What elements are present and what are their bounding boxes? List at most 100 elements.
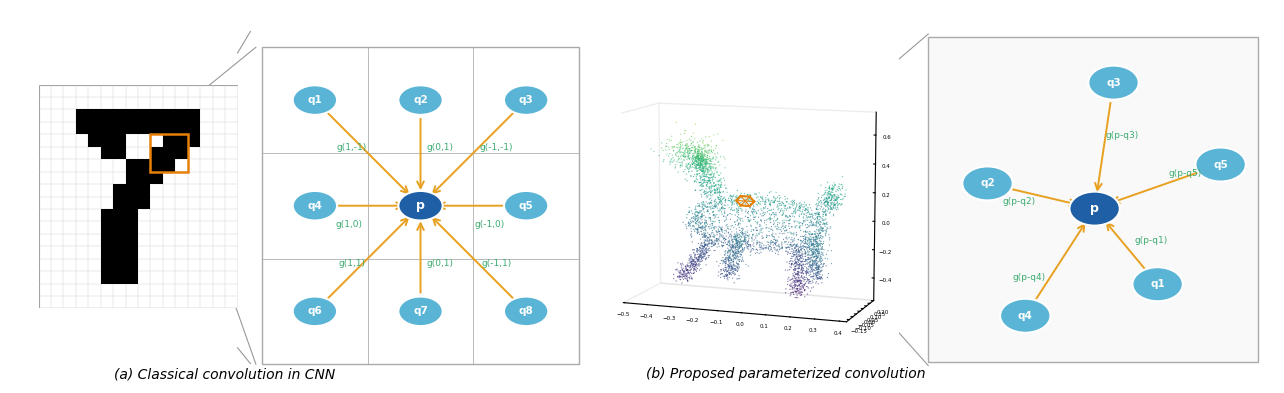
Text: q3: q3 — [519, 95, 534, 105]
Text: q2: q2 — [413, 95, 428, 105]
Bar — [126, 234, 137, 246]
Bar — [100, 134, 113, 147]
Text: p: p — [416, 199, 425, 212]
Text: q5: q5 — [1213, 160, 1228, 169]
Bar — [150, 172, 163, 184]
Bar — [176, 134, 187, 147]
Text: g(p-q4): g(p-q4) — [1013, 274, 1045, 283]
Bar — [126, 159, 137, 172]
Text: q5: q5 — [519, 201, 534, 211]
Bar — [113, 109, 126, 122]
Bar — [113, 234, 126, 246]
Bar — [137, 172, 150, 184]
Bar — [126, 109, 137, 122]
Ellipse shape — [293, 191, 338, 220]
Text: q4: q4 — [307, 201, 322, 211]
Bar — [187, 109, 200, 122]
Bar — [367, 259, 474, 364]
Text: q6: q6 — [307, 306, 322, 316]
Ellipse shape — [503, 85, 548, 115]
Text: p: p — [1090, 202, 1099, 215]
Text: q7: q7 — [413, 306, 428, 316]
Ellipse shape — [398, 85, 443, 115]
Bar — [76, 109, 89, 122]
Bar — [367, 153, 474, 259]
Bar — [126, 184, 137, 196]
Bar — [262, 47, 367, 153]
Bar — [187, 122, 200, 134]
Text: q4: q4 — [1018, 311, 1032, 321]
Ellipse shape — [398, 297, 443, 326]
Bar — [113, 246, 126, 259]
Bar — [89, 122, 100, 134]
Text: g(p-q1): g(p-q1) — [1135, 236, 1168, 244]
Ellipse shape — [1132, 267, 1183, 301]
Ellipse shape — [293, 85, 338, 115]
Text: q1: q1 — [1150, 279, 1165, 289]
Bar — [176, 147, 187, 159]
Text: g(1,0): g(1,0) — [335, 220, 362, 229]
Bar — [113, 184, 126, 196]
FancyBboxPatch shape — [928, 37, 1258, 362]
Bar — [100, 209, 113, 221]
Text: (b) Proposed parameterized convolution: (b) Proposed parameterized convolution — [646, 367, 926, 381]
Bar — [474, 153, 579, 259]
Bar — [100, 259, 113, 271]
Bar — [113, 221, 126, 234]
Text: g(1,1): g(1,1) — [339, 259, 366, 268]
Bar — [163, 147, 176, 159]
Bar — [100, 246, 113, 259]
Bar — [126, 246, 137, 259]
Bar — [262, 153, 367, 259]
Bar — [137, 196, 150, 209]
Text: (a) Classical convolution in CNN: (a) Classical convolution in CNN — [114, 367, 335, 381]
Bar — [113, 122, 126, 134]
Bar — [113, 259, 126, 271]
Ellipse shape — [503, 297, 548, 326]
Bar — [176, 109, 187, 122]
Bar — [89, 134, 100, 147]
Ellipse shape — [1195, 147, 1245, 182]
Bar — [113, 271, 126, 284]
Text: q8: q8 — [519, 306, 534, 316]
Bar — [137, 122, 150, 134]
Bar — [150, 159, 163, 172]
Bar — [367, 47, 474, 153]
Bar — [163, 134, 176, 147]
Bar — [126, 221, 137, 234]
Bar — [113, 147, 126, 159]
Bar — [100, 221, 113, 234]
Bar — [126, 271, 137, 284]
Bar — [474, 47, 579, 153]
Bar — [76, 122, 89, 134]
Bar — [89, 109, 100, 122]
Bar — [187, 134, 200, 147]
Ellipse shape — [1089, 66, 1139, 99]
Ellipse shape — [293, 297, 338, 326]
Bar — [100, 234, 113, 246]
Bar — [163, 109, 176, 122]
Bar — [100, 147, 113, 159]
Bar — [126, 196, 137, 209]
Text: q1: q1 — [307, 95, 322, 105]
Bar — [113, 196, 126, 209]
Bar — [262, 259, 367, 364]
Bar — [150, 134, 187, 172]
Text: g(-1,1): g(-1,1) — [482, 259, 512, 268]
Text: g(1,-1): g(1,-1) — [336, 143, 367, 152]
Text: g(0,1): g(0,1) — [426, 259, 453, 268]
Bar — [474, 259, 579, 364]
Bar — [126, 259, 137, 271]
Bar — [163, 122, 176, 134]
Bar — [100, 109, 113, 122]
Bar — [113, 134, 126, 147]
Bar — [176, 122, 187, 134]
Text: g(0,1): g(0,1) — [426, 143, 453, 152]
Text: g(p-q2): g(p-q2) — [1003, 196, 1036, 206]
Bar — [137, 159, 150, 172]
Bar — [100, 122, 113, 134]
Text: g(p-q3): g(p-q3) — [1106, 131, 1139, 140]
Text: q2: q2 — [980, 178, 995, 188]
Bar — [137, 184, 150, 196]
Text: q3: q3 — [1106, 77, 1121, 88]
